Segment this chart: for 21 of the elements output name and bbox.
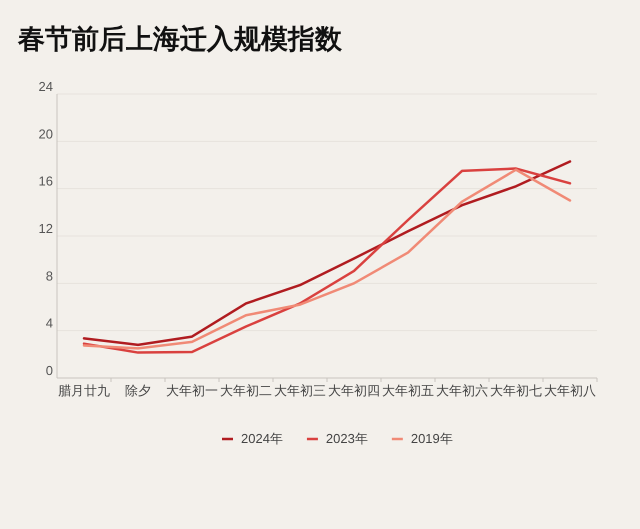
x-tick-label: 大年初三	[274, 383, 326, 398]
y-tick-label: 4	[46, 316, 53, 331]
x-tick-label: 大年初四	[328, 383, 380, 398]
legend-label: 2019年	[410, 431, 453, 446]
y-tick-label: 16	[38, 174, 53, 189]
y-tick-label: 12	[38, 221, 53, 236]
x-tick-label: 大年初八	[544, 383, 596, 398]
x-tick-label: 大年初一	[166, 383, 218, 398]
x-tick-label: 大年初六	[436, 383, 488, 398]
y-tick-label: 0	[46, 363, 53, 378]
y-tick-label: 24	[38, 79, 53, 94]
y-tick-label: 20	[38, 126, 53, 142]
y-tick-label: 8	[46, 268, 53, 284]
x-tick-label: 大年初五	[382, 383, 434, 398]
x-tick-label: 大年初七	[490, 383, 542, 398]
x-tick-label: 除夕	[125, 383, 151, 398]
x-tick-label: 大年初二	[220, 383, 272, 398]
chart-title: 春节前后上海迁入规模指数	[17, 24, 343, 54]
legend-label: 2023年	[326, 431, 368, 446]
x-tick-label: 腊月廿九	[58, 383, 110, 398]
legend-label: 2024年	[241, 431, 283, 446]
